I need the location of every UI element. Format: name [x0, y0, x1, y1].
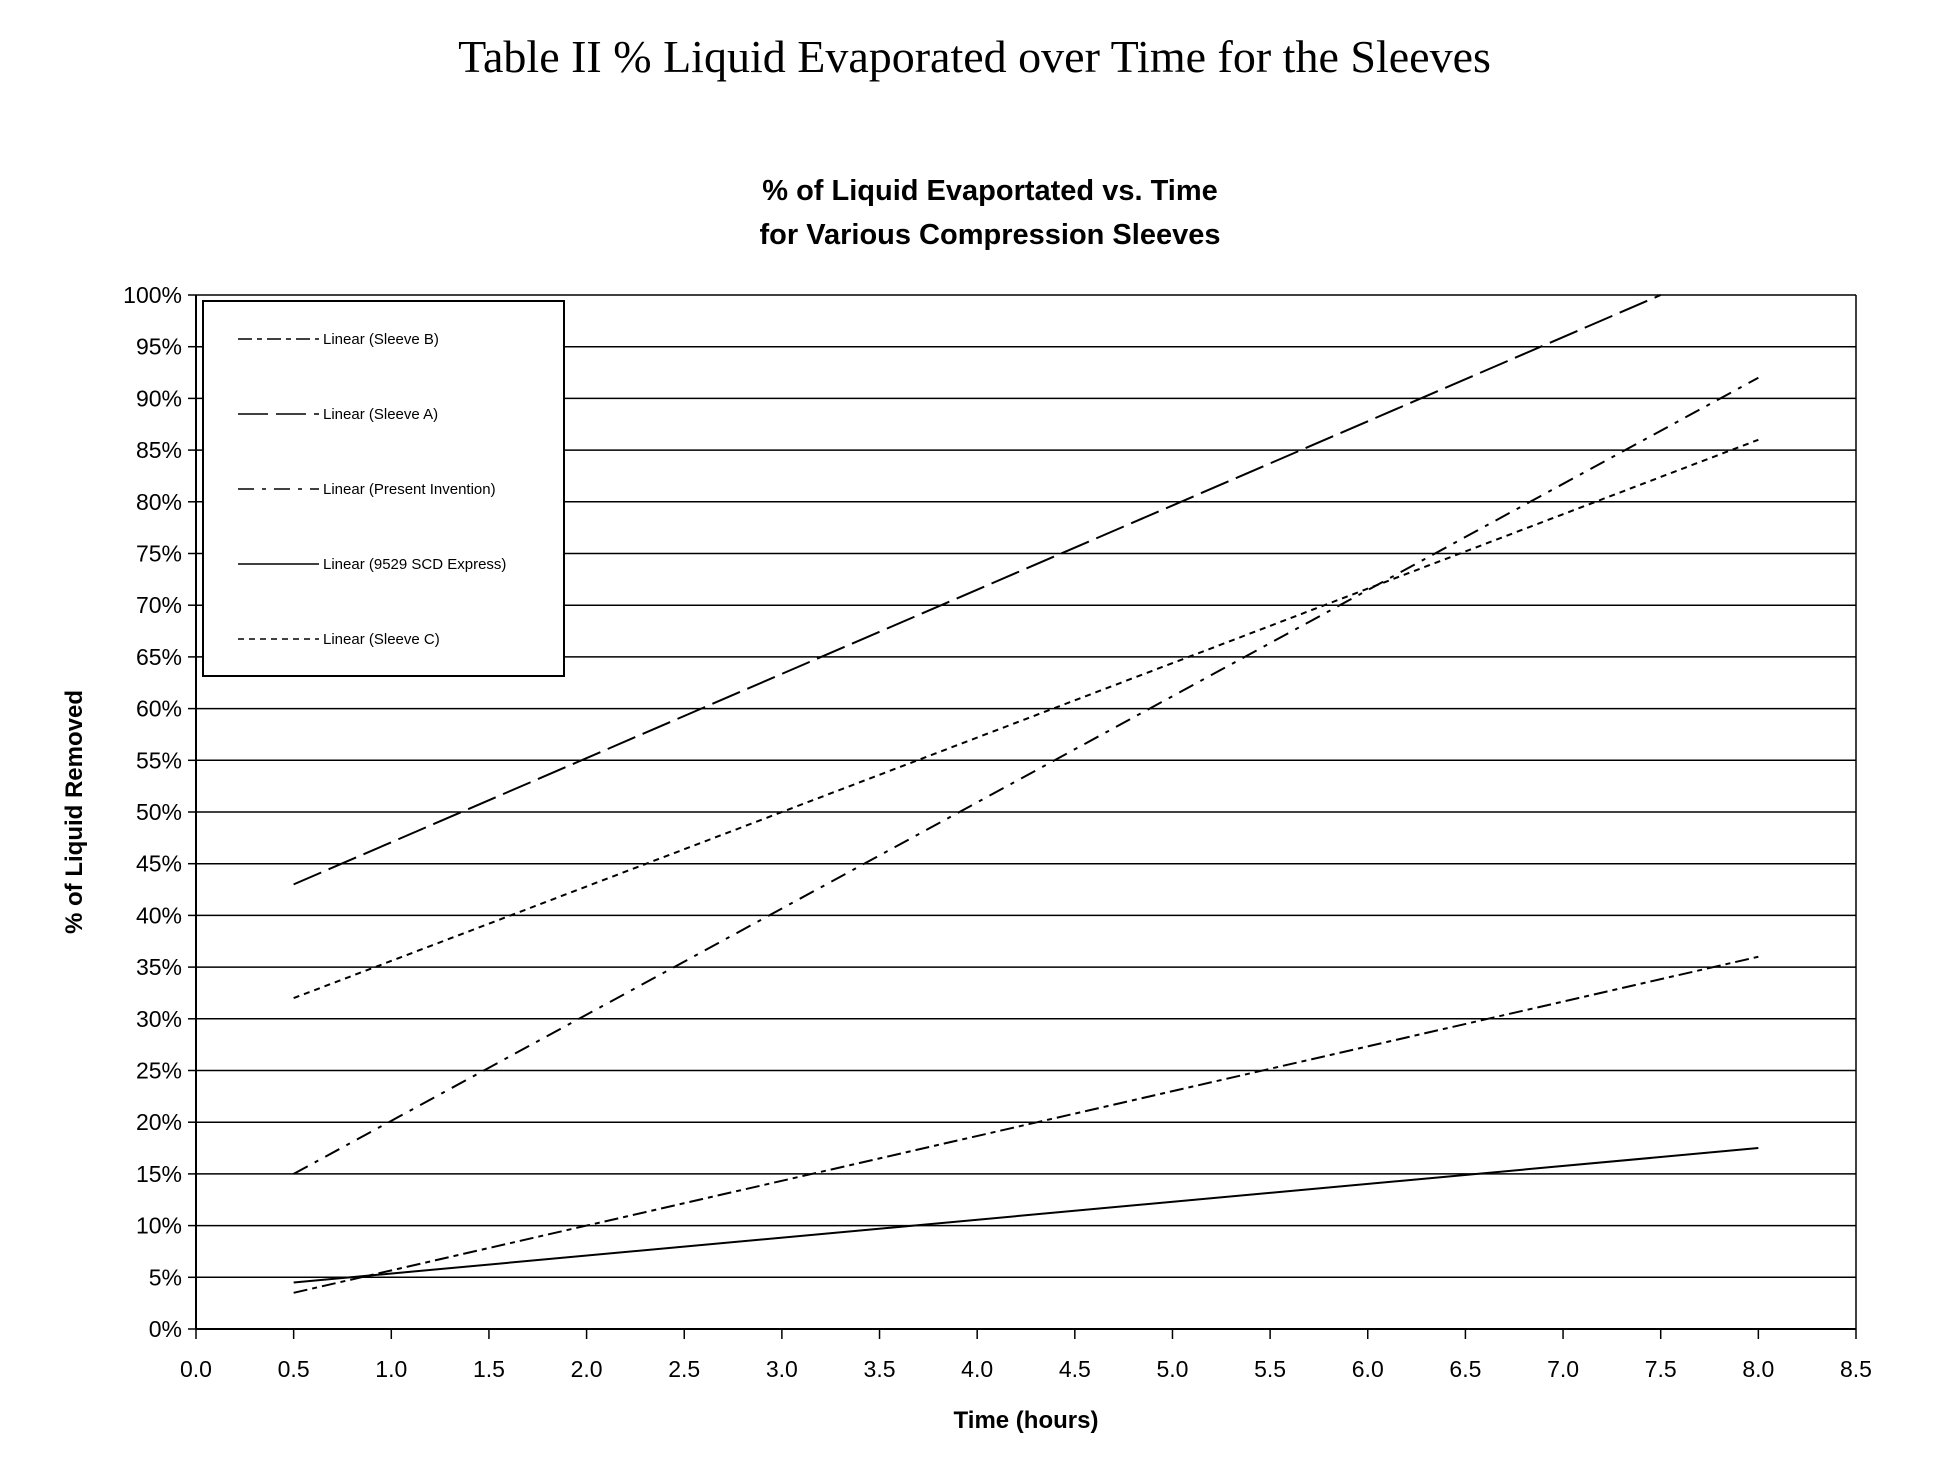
legend-label: Linear (9529 SCD Express)	[323, 556, 506, 573]
y-tick-label: 45%	[136, 851, 182, 877]
x-tick-label: 4.0	[961, 1356, 993, 1382]
legend-label: Linear (Sleeve C)	[323, 631, 440, 648]
y-tick-label: 35%	[136, 954, 182, 980]
y-tick-label: 5%	[149, 1264, 182, 1290]
x-tick-label: 7.0	[1547, 1356, 1579, 1382]
y-tick-label: 50%	[136, 799, 182, 825]
x-tick-label: 1.0	[375, 1356, 407, 1382]
line-chart: % of Liquid Evaportated vs. Time for Var…	[0, 0, 1949, 1465]
x-axis-label: Time (hours)	[954, 1407, 1099, 1434]
x-tick-label: 0.5	[278, 1356, 310, 1382]
figure: Table II % Liquid Evaporated over Time f…	[0, 0, 1949, 1465]
x-tick-label: 8.0	[1742, 1356, 1774, 1382]
x-tick-label: 4.5	[1059, 1356, 1091, 1382]
y-tick-label: 80%	[136, 489, 182, 515]
y-tick-label: 70%	[136, 592, 182, 618]
y-tick-label: 20%	[136, 1109, 182, 1135]
series-line	[294, 1148, 1759, 1282]
y-tick-label: 95%	[136, 334, 182, 360]
x-tick-label: 3.5	[864, 1356, 896, 1382]
y-tick-label: 10%	[136, 1213, 182, 1239]
x-tick-label: 6.5	[1449, 1356, 1481, 1382]
legend-label: Linear (Sleeve A)	[323, 406, 438, 423]
y-axis-label: % of Liquid Removed	[61, 690, 88, 934]
y-tick-label: 15%	[136, 1161, 182, 1187]
y-tick-label: 0%	[149, 1316, 182, 1342]
y-tick-label: 40%	[136, 902, 182, 928]
y-tick-label: 100%	[123, 282, 182, 308]
x-tick-label: 3.0	[766, 1356, 798, 1382]
x-tick-label: 0.0	[180, 1356, 212, 1382]
series-line	[294, 957, 1759, 1293]
y-tick-label: 55%	[136, 747, 182, 773]
x-tick-label: 8.5	[1840, 1356, 1872, 1382]
x-tick-label: 6.0	[1352, 1356, 1384, 1382]
legend-label: Linear (Sleeve B)	[323, 331, 439, 348]
y-tick-label: 30%	[136, 1006, 182, 1032]
y-tick-label: 75%	[136, 541, 182, 567]
x-tick-label: 5.0	[1156, 1356, 1188, 1382]
x-tick-label: 2.0	[571, 1356, 603, 1382]
x-tick-label: 7.5	[1645, 1356, 1677, 1382]
x-tick-label: 2.5	[668, 1356, 700, 1382]
y-tick-label: 65%	[136, 644, 182, 670]
x-tick-label: 5.5	[1254, 1356, 1286, 1382]
legend-label: Linear (Present Invention)	[323, 481, 496, 498]
y-tick-label: 60%	[136, 696, 182, 722]
y-tick-label: 90%	[136, 385, 182, 411]
y-tick-label: 25%	[136, 1058, 182, 1084]
chart-title-line-1: % of Liquid Evaportated vs. Time	[762, 175, 1218, 207]
y-tick-label: 85%	[136, 437, 182, 463]
chart-title-line-2: for Various Compression Sleeves	[760, 219, 1221, 251]
x-tick-label: 1.5	[473, 1356, 505, 1382]
